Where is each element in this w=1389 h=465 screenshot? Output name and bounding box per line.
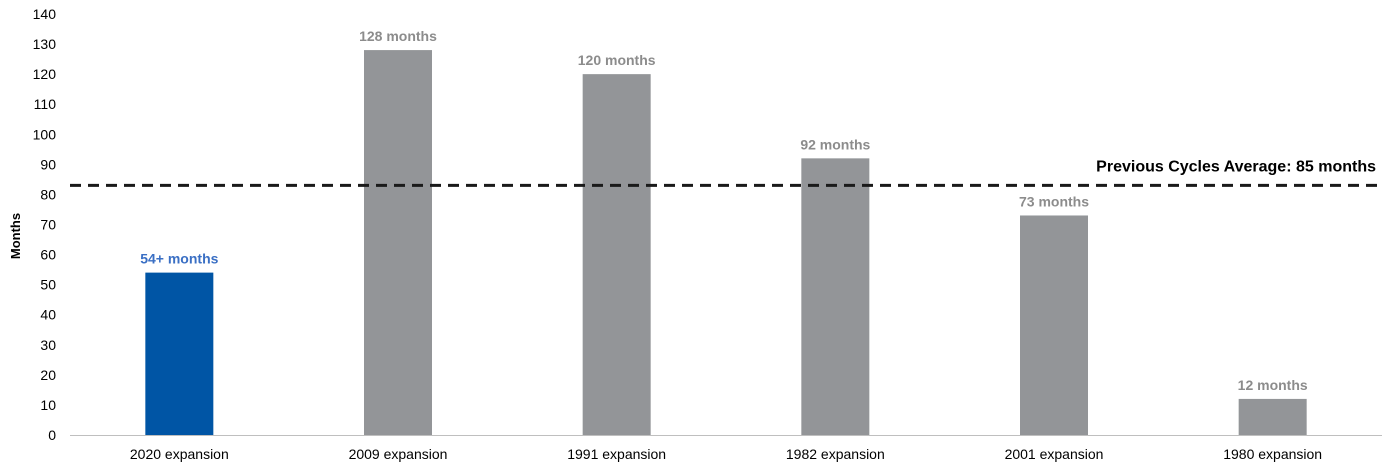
x-tick-label: 2020 expansion: [130, 446, 229, 462]
y-tick-label: 120: [33, 66, 57, 82]
bar: [801, 158, 870, 436]
x-tick-label: 1991 expansion: [567, 446, 666, 462]
bar: [582, 74, 651, 436]
x-tick-label: 2009 expansion: [349, 446, 448, 462]
x-tick-label: 1982 expansion: [786, 446, 885, 462]
x-tick-label: 2001 expansion: [1005, 446, 1104, 462]
bar-data-label: 12 months: [1238, 377, 1308, 393]
y-tick-label: 10: [40, 397, 56, 413]
bar: [364, 50, 432, 435]
bar-data-label: 92 months: [800, 136, 870, 152]
y-tick-label: 70: [40, 217, 56, 233]
y-tick-label: 20: [40, 367, 56, 383]
y-tick-label: 90: [40, 156, 56, 172]
y-tick-label: 110: [34, 96, 57, 112]
y-tick-label: 30: [40, 337, 56, 353]
y-tick-label: 80: [40, 186, 56, 202]
bar-data-label: 73 months: [1019, 193, 1089, 209]
bar-data-label: 54+ months: [140, 251, 218, 267]
x-tick-label: 1980 expansion: [1223, 446, 1322, 462]
average-reference-label: Previous Cycles Average: 85 months: [1096, 158, 1376, 175]
y-tick-label: 140: [33, 6, 57, 22]
y-tick-label: 50: [40, 277, 56, 293]
bars: [145, 50, 1307, 436]
bar-data-label: 128 months: [359, 28, 437, 44]
y-tick-label: 130: [33, 36, 57, 52]
y-tick-label: 40: [40, 307, 56, 323]
bar-labels: 54+ months 128 months 120 months 92 months 7…: [140, 28, 1308, 393]
bar: [145, 272, 214, 435]
y-axis-ticks: 0 10 20 30 40 50 60 70 80 90 100 110 120 130 140: [33, 6, 57, 443]
y-axis-label: Months: [8, 213, 23, 259]
y-tick-label: 60: [40, 247, 56, 263]
y-tick-label: 100: [33, 126, 57, 142]
x-axis-ticks: 2020 expansion 2009 expansion 1991 expansi…: [130, 446, 1322, 462]
bar: [1238, 398, 1307, 435]
bar-data-label: 120 months: [578, 52, 656, 68]
y-tick-label: 0: [48, 427, 56, 443]
bar: [1020, 215, 1088, 435]
